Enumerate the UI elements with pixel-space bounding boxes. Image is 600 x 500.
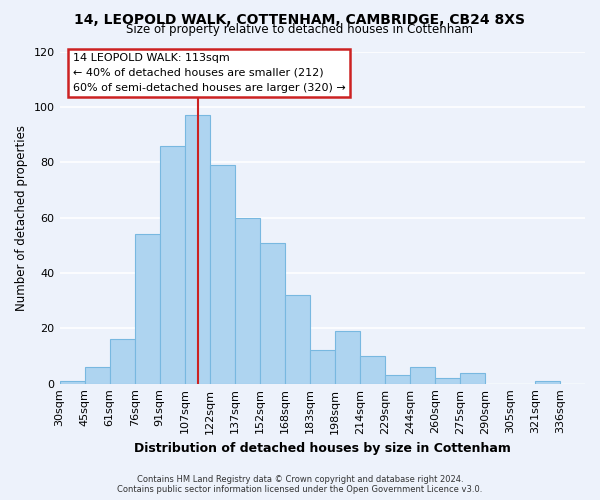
X-axis label: Distribution of detached houses by size in Cottenham: Distribution of detached houses by size …: [134, 442, 511, 455]
Bar: [310, 350, 335, 384]
Bar: [335, 331, 360, 384]
Bar: [134, 234, 160, 384]
Bar: [209, 165, 235, 384]
Bar: [185, 115, 209, 384]
Text: Size of property relative to detached houses in Cottenham: Size of property relative to detached ho…: [127, 22, 473, 36]
Bar: [385, 376, 410, 384]
Bar: [535, 381, 560, 384]
Bar: [160, 146, 185, 384]
Text: Contains HM Land Registry data © Crown copyright and database right 2024.
Contai: Contains HM Land Registry data © Crown c…: [118, 474, 482, 494]
Bar: [110, 340, 134, 384]
Text: 14, LEOPOLD WALK, COTTENHAM, CAMBRIDGE, CB24 8XS: 14, LEOPOLD WALK, COTTENHAM, CAMBRIDGE, …: [74, 12, 526, 26]
Bar: [85, 367, 110, 384]
Bar: [460, 372, 485, 384]
Bar: [235, 218, 260, 384]
Bar: [285, 295, 310, 384]
Text: 14 LEOPOLD WALK: 113sqm
← 40% of detached houses are smaller (212)
60% of semi-d: 14 LEOPOLD WALK: 113sqm ← 40% of detache…: [73, 53, 346, 93]
Bar: [410, 367, 435, 384]
Bar: [59, 381, 85, 384]
Bar: [360, 356, 385, 384]
Y-axis label: Number of detached properties: Number of detached properties: [15, 124, 28, 310]
Bar: [435, 378, 460, 384]
Bar: [260, 242, 285, 384]
